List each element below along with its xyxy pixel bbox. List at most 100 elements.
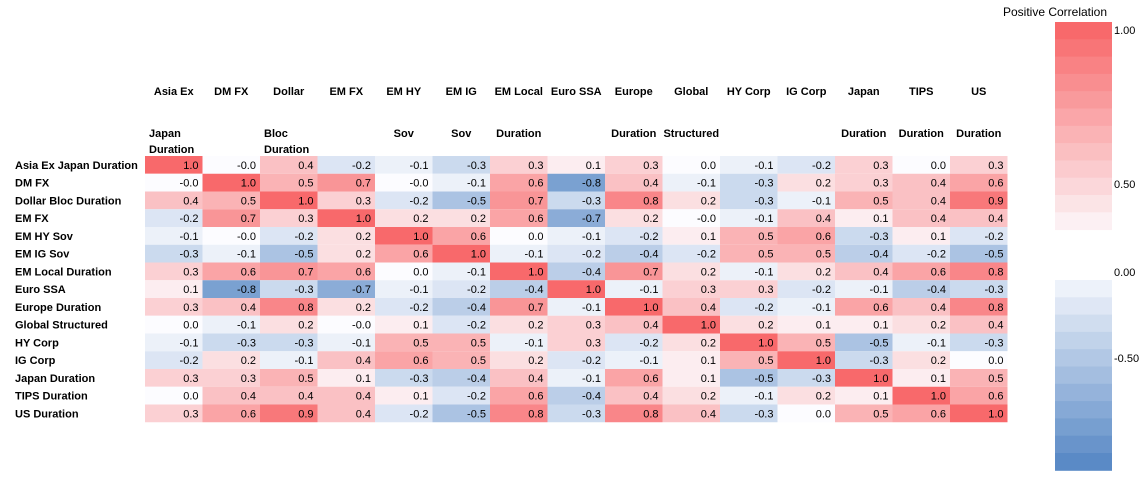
heatmap-cell <box>145 244 203 263</box>
row-label: Asia Ex Japan Duration <box>15 160 138 172</box>
cell-value: 1.0 <box>931 391 946 403</box>
scale-band <box>1055 73 1112 92</box>
heatmap-cell <box>777 227 835 245</box>
heatmap-cell <box>317 404 375 423</box>
heatmap-cell <box>950 244 1008 263</box>
cell-value: -0.0 <box>237 231 256 243</box>
heatmap-cell <box>777 173 835 192</box>
heatmap-cell <box>375 333 433 352</box>
scale-band <box>1055 314 1112 333</box>
scale-band <box>1055 297 1112 316</box>
cell-value: 0.1 <box>873 213 888 225</box>
row-label: IG Corp <box>15 355 56 367</box>
col-header-top: Euro SSA <box>551 86 602 98</box>
cell-value: 0.1 <box>701 373 716 385</box>
heatmap-cell <box>950 369 1008 387</box>
cell-value: -0.7 <box>352 284 371 296</box>
heatmap-cell <box>432 209 490 227</box>
cell-value: -0.1 <box>410 160 429 172</box>
cell-value: 0.9 <box>988 195 1003 207</box>
heatmap-cell <box>835 404 893 423</box>
heatmap-cell <box>145 280 203 298</box>
col-header-top: Europe <box>615 86 653 98</box>
cell-value: 0.1 <box>701 231 716 243</box>
cell-value: 1.0 <box>873 373 888 385</box>
heatmap-cell <box>662 351 720 369</box>
heatmap-cell <box>777 333 835 352</box>
heatmap-cell <box>145 351 203 369</box>
cell-value: -0.1 <box>870 284 889 296</box>
cell-value: 0.1 <box>873 320 888 332</box>
cell-value: -0.2 <box>927 249 946 261</box>
cell-value: -0.1 <box>352 337 371 349</box>
heatmap-cell <box>892 280 950 298</box>
heatmap-cell <box>432 404 490 423</box>
cell-value: 0.5 <box>873 195 888 207</box>
heatmap-cell <box>892 298 950 316</box>
cell-value: 1.0 <box>471 249 486 261</box>
heatmap-cell <box>317 227 375 245</box>
heatmap-cell <box>375 209 433 227</box>
scale-band <box>1055 453 1112 471</box>
heatmap-cell <box>950 280 1008 298</box>
heatmap-cell <box>260 315 318 334</box>
scale-band <box>1055 195 1112 213</box>
cell-value: -0.0 <box>352 320 371 332</box>
heatmap-cell <box>375 351 433 369</box>
heatmap-cell <box>835 227 893 245</box>
heatmap-cell <box>605 173 663 192</box>
heatmap-cell <box>950 227 1008 245</box>
cell-value: 1.0 <box>758 337 773 349</box>
heatmap-cell <box>260 351 318 369</box>
heatmap-cell <box>605 351 663 369</box>
cell-value: 0.6 <box>356 266 371 278</box>
cell-value: -0.1 <box>812 195 831 207</box>
cell-value: 0.4 <box>988 320 1003 332</box>
cell-value: 0.9 <box>298 408 313 420</box>
cell-value: 0.2 <box>758 320 773 332</box>
heatmap-cell <box>260 386 318 405</box>
cell-value: 0.3 <box>183 373 198 385</box>
heatmap-cell <box>490 227 548 245</box>
cell-value: 0.1 <box>413 320 428 332</box>
heatmap-cell <box>375 262 433 281</box>
heatmap-cell <box>490 333 548 352</box>
cell-value: 0.3 <box>586 320 601 332</box>
cell-value: 0.2 <box>931 320 946 332</box>
col-header-top: EM Local <box>495 86 543 98</box>
heatmap-cell <box>720 315 778 334</box>
scale-band <box>1055 366 1112 385</box>
cell-value: -0.1 <box>582 302 601 314</box>
col-header-bottom: Structured <box>663 128 719 140</box>
heatmap-cell <box>547 369 605 387</box>
cell-value: 0.4 <box>298 391 313 403</box>
heatmap-cell <box>202 209 260 227</box>
scale-band <box>1055 22 1112 40</box>
heatmap-cell <box>375 156 433 174</box>
cell-value: 0.3 <box>586 337 601 349</box>
heatmap-cell <box>835 351 893 369</box>
cell-value: -0.1 <box>755 266 774 278</box>
heatmap-cell <box>777 404 835 423</box>
cell-value: -0.1 <box>755 213 774 225</box>
cell-value: 0.1 <box>873 391 888 403</box>
cell-value: 0.8 <box>643 195 658 207</box>
heatmap-cell <box>720 404 778 423</box>
heatmap-cell <box>202 191 260 210</box>
col-header-top: EM IG <box>446 86 477 98</box>
heatmap-cell <box>892 227 950 245</box>
cell-value: 0.0 <box>816 408 831 420</box>
cell-value: 0.4 <box>701 408 716 420</box>
cell-value: 0.2 <box>701 337 716 349</box>
cell-value: -0.5 <box>985 249 1004 261</box>
heatmap-cell <box>432 333 490 352</box>
heatmap-cell <box>950 262 1008 281</box>
col-header-bottom: Duration <box>149 144 195 156</box>
cell-value: 0.7 <box>356 178 371 190</box>
cell-value: 0.5 <box>413 337 428 349</box>
cell-value: -0.1 <box>755 160 774 172</box>
cell-value: 0.4 <box>701 302 716 314</box>
cell-value: 0.6 <box>528 213 543 225</box>
cell-value: 0.2 <box>471 213 486 225</box>
cell-value: 0.6 <box>241 408 256 420</box>
